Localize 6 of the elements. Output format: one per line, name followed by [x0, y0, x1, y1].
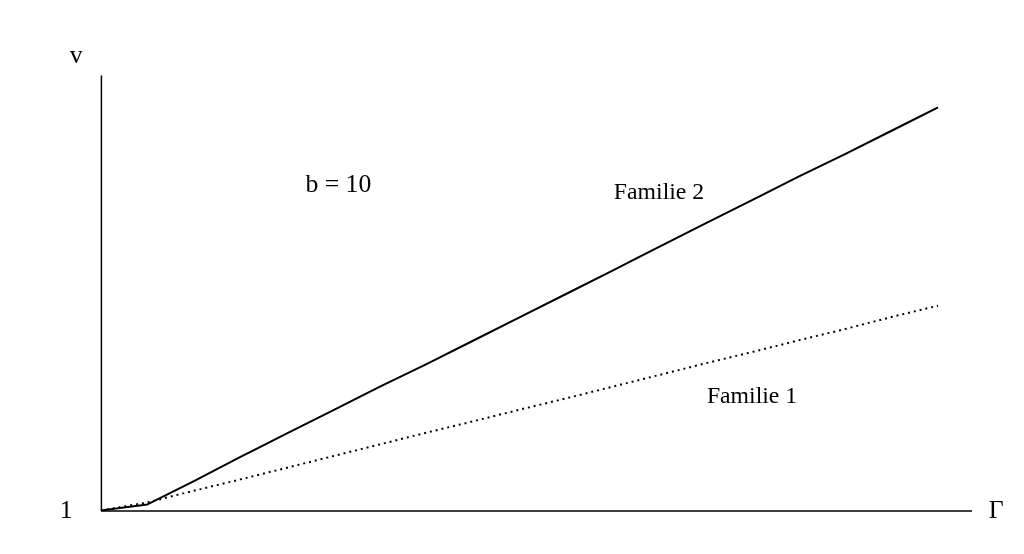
- x-axis-title: Γ: [988, 495, 1004, 525]
- series-label: Familie 2: [613, 178, 705, 205]
- annotation: b = 10: [305, 168, 372, 198]
- series-label: Familie 1: [706, 382, 798, 409]
- text: 1: [59, 495, 73, 525]
- y-axis-title: v: [69, 40, 83, 70]
